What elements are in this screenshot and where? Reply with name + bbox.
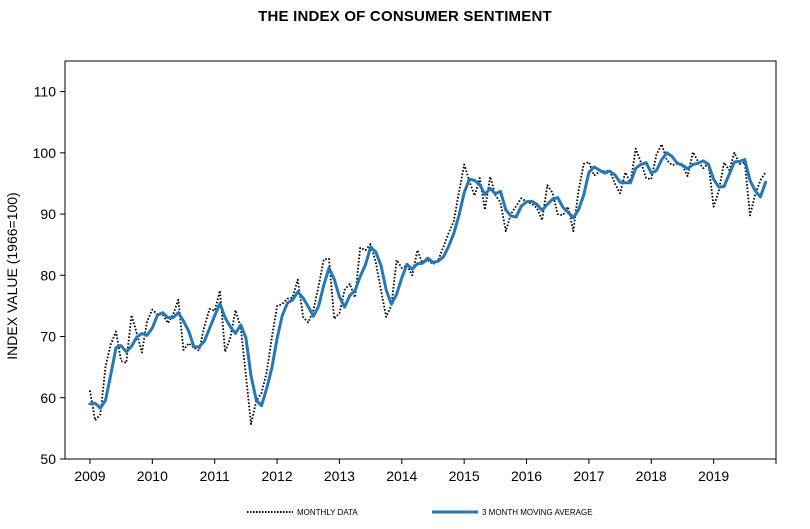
y-axis-title: INDEX VALUE (1966=100) <box>4 192 20 359</box>
legend: MONTHLY DATA 3 MONTH MOVING AVERAGE <box>247 508 593 517</box>
x-tick-label: 2009 <box>74 468 105 484</box>
legend-label-moving-average: 3 MONTH MOVING AVERAGE <box>482 508 593 517</box>
series-line-monthly <box>89 143 767 426</box>
x-tick-label: 2019 <box>698 468 729 484</box>
y-axis: 50 60 70 80 90 100 110 <box>33 84 65 467</box>
x-tick-label: 2017 <box>573 468 604 484</box>
x-tick-label: 2016 <box>511 468 542 484</box>
series-layer <box>88 143 768 426</box>
y-tick-label: 70 <box>40 329 56 345</box>
x-tick-label: 2015 <box>449 468 480 484</box>
x-tick-label: 2013 <box>324 468 355 484</box>
y-tick-label: 50 <box>40 451 56 467</box>
y-tick-label: 60 <box>40 390 56 406</box>
x-tick-label: 2010 <box>137 468 168 484</box>
x-tick-label: 2014 <box>386 468 417 484</box>
x-tick-label: 2018 <box>636 468 667 484</box>
x-tick-label: 2012 <box>261 468 292 484</box>
y-tick-label: 110 <box>34 84 57 100</box>
legend-label-monthly: MONTHLY DATA <box>297 508 358 517</box>
plot-border <box>64 60 777 460</box>
y-tick-label: 80 <box>40 267 56 283</box>
x-axis: 2009 2010 2011 2012 2013 2014 2015 2016 2017 2018… <box>74 459 777 484</box>
x-tick-label: 2011 <box>200 468 230 484</box>
y-tick-label: 100 <box>33 145 57 161</box>
chart-title: THE INDEX OF CONSUMER SENTIMENT <box>258 8 552 25</box>
series-line-moving-average <box>88 151 768 410</box>
plot-frame <box>64 60 777 460</box>
y-tick-label: 90 <box>40 206 56 222</box>
